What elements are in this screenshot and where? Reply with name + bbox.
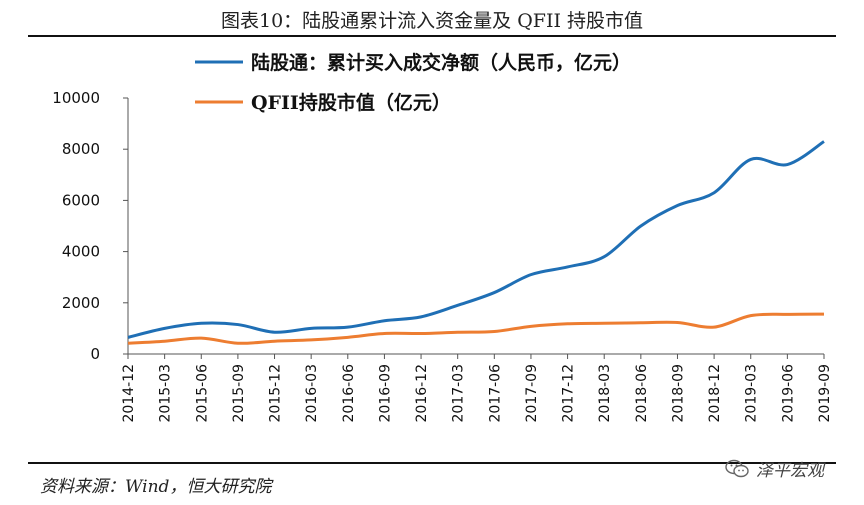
legend: 陆股通：累计买入成交净额（人民币，亿元） QFII持股市值（亿元） bbox=[195, 51, 631, 114]
y-tick-label: 0 bbox=[90, 345, 100, 363]
x-tick-label: 2017-09 bbox=[524, 364, 540, 423]
x-tick-label: 2017-06 bbox=[487, 364, 503, 423]
y-tick-label: 8000 bbox=[62, 140, 100, 158]
series-lines bbox=[127, 140, 825, 345]
y-tick-label: 2000 bbox=[62, 294, 100, 312]
x-tick-label: 2019-03 bbox=[744, 364, 760, 423]
series-line-1 bbox=[127, 140, 825, 339]
brand-name: 泽平宏观 bbox=[756, 461, 824, 481]
brand-watermark: 泽平宏观 bbox=[724, 456, 824, 481]
line-chart: 陆股通：累计买入成交净额（人民币，亿元） QFII持股市值（亿元） 0 2000 40… bbox=[52, 51, 833, 423]
x-tick-label: 2018-03 bbox=[597, 364, 613, 423]
legend-label-1: 陆股通：累计买入成交净额（人民币，亿元） bbox=[251, 51, 631, 74]
x-tick-label: 2019-09 bbox=[817, 364, 833, 423]
x-tick-label: 2017-12 bbox=[561, 364, 577, 423]
x-tick-label: 2016-12 bbox=[414, 364, 430, 423]
y-tick-label: 10000 bbox=[52, 89, 100, 107]
x-tick-label: 2016-06 bbox=[341, 364, 357, 423]
series-line-2 bbox=[127, 312, 825, 345]
x-tick-label: 2015-09 bbox=[231, 364, 247, 423]
top-rule bbox=[28, 35, 836, 37]
chart-title: 图表10：陆股通累计流入资金量及 QFII 持股市值 bbox=[220, 10, 644, 32]
x-tick-label: 2016-09 bbox=[377, 364, 393, 423]
axes: 0 2000 4000 6000 8000 10000 2014-12 2015-03 2015… bbox=[52, 89, 833, 423]
x-tick-label: 2017-03 bbox=[451, 364, 467, 423]
y-tick-label: 6000 bbox=[62, 191, 100, 209]
y-tick-label: 4000 bbox=[62, 243, 100, 261]
x-tick-label: 2015-06 bbox=[194, 364, 210, 423]
x-tick-label: 2018-09 bbox=[670, 364, 686, 423]
x-tick-label: 2018-12 bbox=[707, 364, 723, 423]
x-tick-label: 2018-06 bbox=[634, 364, 650, 423]
x-tick-label: 2016-03 bbox=[304, 364, 320, 423]
x-tick-label: 2015-03 bbox=[158, 364, 174, 423]
x-tick-label: 2015-12 bbox=[268, 364, 284, 423]
source-note: 资料来源：Wind，恒大研究院 bbox=[40, 477, 272, 497]
x-tick-label: 2014-12 bbox=[121, 364, 137, 423]
wechat-icon bbox=[725, 459, 749, 477]
x-tick-label: 2019-06 bbox=[780, 364, 796, 423]
bottom-rule bbox=[28, 462, 836, 464]
legend-label-2: QFII持股市值（亿元） bbox=[251, 91, 451, 114]
